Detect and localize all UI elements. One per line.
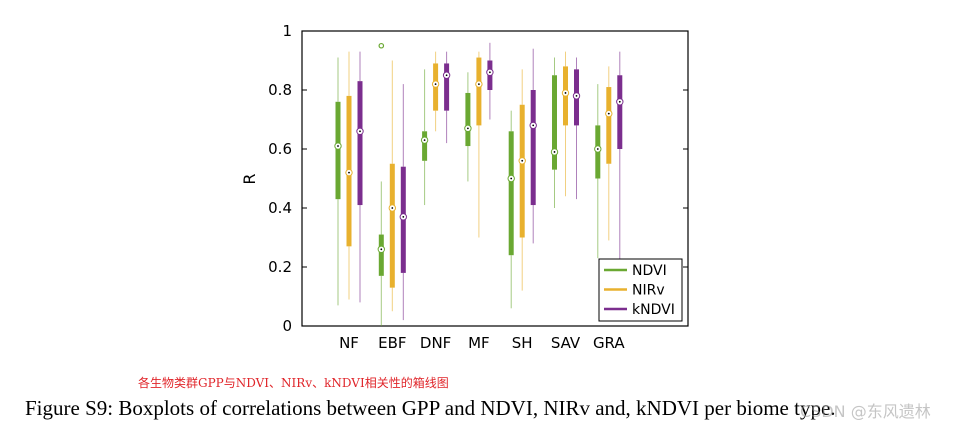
x-tick-label: SH xyxy=(512,334,533,352)
watermark: CSDN @东风遗林 xyxy=(800,402,931,421)
legend: NDVI NIRv kNDVI xyxy=(598,258,683,322)
x-tick-label: DNF xyxy=(420,334,451,352)
median-dot xyxy=(553,151,556,153)
median-dot xyxy=(380,248,383,251)
y-tick-label: 0 xyxy=(282,317,292,335)
y-tick-label: 1 xyxy=(282,22,292,40)
legend-label: NDVI xyxy=(632,263,667,279)
box xyxy=(422,131,428,161)
box xyxy=(519,104,525,238)
x-axis: NF EBF DNF MF SH SAV GRA xyxy=(339,334,625,352)
median-dot xyxy=(575,95,578,97)
median-dot xyxy=(423,139,426,142)
box xyxy=(530,90,536,206)
y-tick-label: 0.4 xyxy=(268,199,292,217)
box xyxy=(552,75,557,170)
box xyxy=(606,87,612,164)
box xyxy=(335,101,341,200)
x-tick-label: MF xyxy=(468,334,490,352)
y-tick-label: 0.8 xyxy=(268,81,292,99)
outlier-point xyxy=(378,42,385,49)
median-dot xyxy=(445,74,448,77)
y-tick-label: 0.6 xyxy=(268,140,292,158)
x-tick-label: EBF xyxy=(378,334,406,352)
median-dot xyxy=(521,159,524,162)
box xyxy=(378,234,384,276)
box xyxy=(617,75,623,149)
box xyxy=(508,131,514,256)
legend-label: kNDVI xyxy=(632,302,675,318)
median-dot xyxy=(478,83,480,85)
x-tick-label: GRA xyxy=(593,334,625,352)
median-dot xyxy=(532,124,535,127)
median-dot xyxy=(564,92,567,94)
x-tick-label: SAV xyxy=(551,334,581,352)
y-axis-label: R xyxy=(240,173,259,184)
median-dot xyxy=(359,130,361,133)
box xyxy=(476,57,482,126)
median-dot xyxy=(402,215,405,218)
median-dot xyxy=(618,100,621,103)
box xyxy=(465,92,471,147)
x-tick-label: NF xyxy=(339,334,359,352)
box xyxy=(357,81,363,206)
chinese-note: 各生物类群GPP与NDVI、NIRv、kNDVI相关性的箱线图 xyxy=(138,376,449,390)
box-group xyxy=(334,42,624,326)
median-dot xyxy=(467,127,469,130)
box xyxy=(389,163,395,288)
median-dot xyxy=(510,177,513,180)
legend-label: NIRv xyxy=(632,283,665,299)
y-axis: 0 0.2 0.4 0.6 0.8 1 xyxy=(268,22,688,335)
median-dot xyxy=(596,148,599,150)
median-dot xyxy=(607,112,610,115)
y-tick-label: 0.2 xyxy=(268,258,292,276)
plot-frame xyxy=(301,30,689,327)
figure-caption: Figure S9: Boxplots of correlations betw… xyxy=(25,396,836,420)
box xyxy=(444,63,450,111)
median-dot xyxy=(489,71,491,74)
median-dot xyxy=(391,207,394,209)
median-dot xyxy=(348,171,350,174)
median-dot xyxy=(434,83,437,85)
median-dot xyxy=(337,145,339,147)
